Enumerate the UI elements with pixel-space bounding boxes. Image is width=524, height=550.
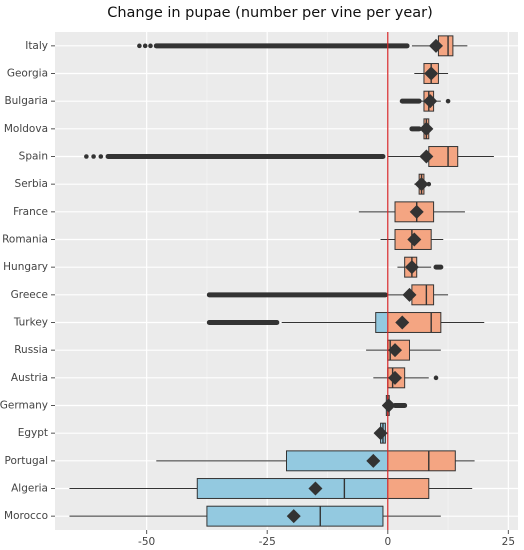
y-tick-label: Spain <box>19 151 48 163</box>
mean-marker <box>395 315 410 330</box>
outlier <box>84 154 89 159</box>
y-tick-label: Algeria <box>11 483 48 495</box>
x-tick-label: -50 <box>138 536 155 548</box>
outlier <box>433 375 439 381</box>
box-outline <box>375 312 442 333</box>
y-tick-label: Portugal <box>5 455 49 467</box>
mean-marker <box>429 38 444 53</box>
box-outline <box>286 450 456 472</box>
box-outline <box>394 201 435 223</box>
y-tick-label: Moldova <box>4 123 48 135</box>
mean-marker <box>373 426 388 441</box>
y-tick-label: Bulgaria <box>4 95 48 107</box>
mean-marker <box>419 149 434 164</box>
x-tick-label: 0 <box>384 536 391 548</box>
mean-marker <box>409 204 424 219</box>
mean-marker <box>404 260 419 275</box>
mean-marker <box>402 287 417 302</box>
box-positive <box>438 35 453 56</box>
box-positive <box>387 478 429 499</box>
outlier <box>137 43 142 49</box>
mean-marker <box>388 343 403 358</box>
y-tick-label: Hungary <box>3 261 48 273</box>
mean-marker <box>381 398 396 413</box>
y-tick-label: France <box>13 206 48 218</box>
box-outline <box>206 505 384 527</box>
box-positive <box>428 146 458 167</box>
mean-marker <box>407 232 422 247</box>
y-tick-label: Georgia <box>7 68 48 80</box>
x-tick-label: -25 <box>259 536 276 548</box>
mean-marker <box>423 94 438 109</box>
outlier <box>445 98 451 104</box>
mean-marker <box>424 66 439 81</box>
y-tick-label: Austria <box>11 372 48 384</box>
mean-marker <box>419 121 434 136</box>
outlier <box>142 43 148 49</box>
mean-marker <box>388 370 403 385</box>
y-tick-label: Italy <box>25 40 48 52</box>
y-tick-label: Russia <box>14 344 48 356</box>
y-tick-label: Turkey <box>13 317 48 329</box>
chart-title: Change in pupae (number per vine per yea… <box>107 5 433 21</box>
box-negative <box>375 312 388 333</box>
outlier <box>148 43 153 49</box>
y-tick-label: Egypt <box>18 427 48 439</box>
box-outline <box>394 229 432 250</box>
mean-marker <box>286 509 301 524</box>
box-positive <box>411 284 434 305</box>
mean-marker <box>414 177 429 192</box>
y-tick-label: Greece <box>11 289 48 301</box>
box-negative <box>197 478 388 499</box>
outlier <box>426 181 432 187</box>
box-outline <box>196 478 430 499</box>
y-tick-label: Germany <box>0 400 48 412</box>
outlier <box>98 154 104 159</box>
mean-marker <box>308 481 323 496</box>
mean-marker <box>366 453 381 468</box>
y-tick-label: Morocco <box>4 510 48 522</box>
x-tick-label: 25 <box>502 536 515 548</box>
box-positive <box>387 450 456 471</box>
y-tick-label: Serbia <box>15 178 48 190</box>
y-tick-label: Romania <box>2 234 48 246</box>
outlier <box>91 154 96 159</box>
box-negative <box>286 450 388 471</box>
plot-background <box>55 32 518 530</box>
